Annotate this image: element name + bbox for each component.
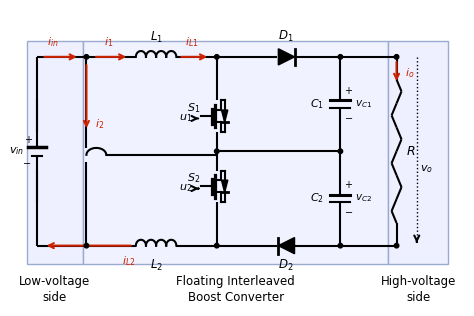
Text: $S_2$: $S_2$: [187, 171, 200, 185]
Text: $v_{C1}$: $v_{C1}$: [355, 98, 372, 110]
Circle shape: [338, 55, 343, 59]
Circle shape: [84, 243, 89, 248]
Text: $-$: $-$: [344, 112, 353, 122]
Circle shape: [394, 243, 399, 248]
Text: Floating Interleaved
Boost Converter: Floating Interleaved Boost Converter: [176, 275, 295, 304]
Text: $-$: $-$: [22, 157, 32, 167]
Text: $L_2$: $L_2$: [150, 258, 163, 273]
Text: $v_{in}$: $v_{in}$: [9, 145, 25, 157]
Circle shape: [338, 149, 343, 154]
Polygon shape: [278, 49, 294, 65]
Text: $R$: $R$: [406, 145, 415, 158]
Text: $D_1$: $D_1$: [278, 29, 293, 44]
Text: +: +: [344, 180, 352, 190]
Text: $i_{L2}$: $i_{L2}$: [122, 254, 136, 268]
Text: $u_1$: $u_1$: [179, 112, 192, 125]
Text: $i_1$: $i_1$: [104, 35, 114, 49]
FancyBboxPatch shape: [83, 41, 389, 264]
Text: $v_o$: $v_o$: [420, 163, 433, 175]
Text: $D_2$: $D_2$: [278, 258, 293, 273]
Text: Low-voltage
side: Low-voltage side: [19, 275, 91, 304]
Polygon shape: [278, 238, 294, 254]
Text: $i_{in}$: $i_{in}$: [47, 35, 59, 49]
Text: $L_1$: $L_1$: [150, 30, 163, 45]
Polygon shape: [221, 180, 228, 192]
Text: $-$: $-$: [344, 206, 353, 216]
FancyBboxPatch shape: [389, 41, 448, 264]
Text: High-voltage
side: High-voltage side: [381, 275, 456, 304]
Text: $u_2$: $u_2$: [179, 183, 192, 194]
Text: $v_{C2}$: $v_{C2}$: [355, 192, 372, 204]
Circle shape: [394, 55, 399, 59]
Circle shape: [84, 55, 89, 59]
Circle shape: [215, 243, 219, 248]
FancyBboxPatch shape: [27, 41, 83, 264]
Text: $S_1$: $S_1$: [187, 101, 200, 115]
Text: +: +: [344, 86, 352, 95]
Text: $i_{L1}$: $i_{L1}$: [185, 35, 199, 49]
Text: $C_2$: $C_2$: [310, 191, 324, 205]
Circle shape: [338, 243, 343, 248]
Text: $i_o$: $i_o$: [405, 66, 414, 80]
Text: +: +: [24, 135, 32, 145]
Polygon shape: [221, 110, 228, 122]
Circle shape: [215, 55, 219, 59]
Circle shape: [215, 149, 219, 154]
Text: $C_1$: $C_1$: [310, 97, 324, 111]
Text: $i_2$: $i_2$: [95, 117, 105, 131]
